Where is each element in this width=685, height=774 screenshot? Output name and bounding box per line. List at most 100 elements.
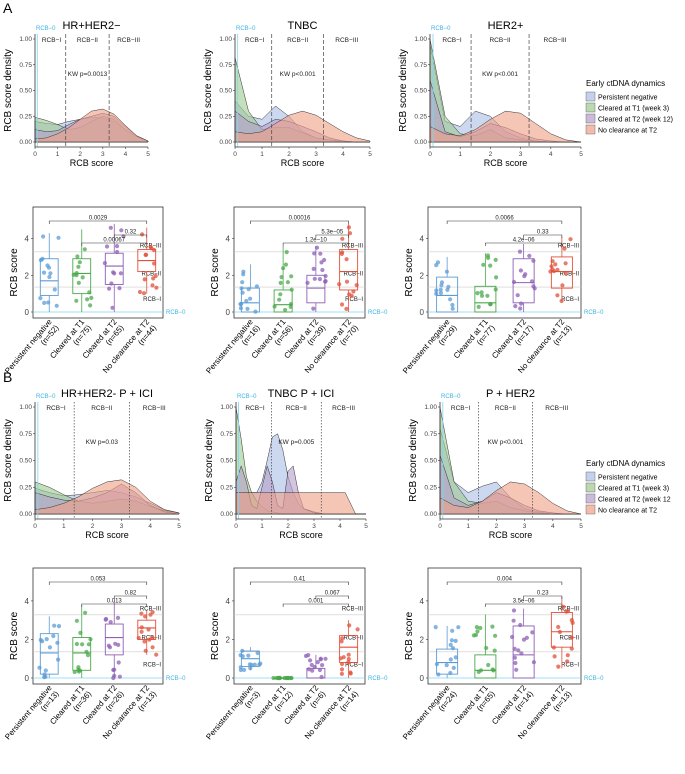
data-point [312, 665, 317, 670]
data-point [337, 282, 342, 287]
data-point [148, 612, 153, 617]
kw-pvalue: KW p<0.001 [487, 439, 523, 446]
data-point [317, 277, 322, 282]
data-point [116, 642, 121, 648]
data-point [346, 660, 351, 665]
data-point [446, 284, 451, 289]
y-tick-label: 0.25 [19, 113, 32, 120]
category-label-line: Persistent negative [204, 317, 255, 375]
data-point [111, 270, 116, 275]
data-point [346, 225, 351, 230]
comparison-bracket [113, 234, 148, 238]
comparison-bracket [48, 220, 148, 224]
x-tick-label: 4 [549, 151, 553, 158]
data-point [80, 642, 85, 647]
data-point [281, 266, 286, 271]
data-point [524, 635, 530, 640]
data-point [139, 611, 144, 616]
data-point [244, 298, 249, 304]
data-point [240, 290, 245, 295]
data-point [248, 666, 253, 671]
box [436, 648, 459, 675]
y-tick-label: 1.00 [19, 36, 32, 43]
box [39, 633, 59, 675]
comparison-bracket [250, 220, 349, 224]
legend-swatch [585, 113, 596, 124]
rcb-region-label: RCB−I [451, 405, 471, 412]
data-point [559, 298, 564, 304]
density-chart-6: P + HER2 RCB−0 RCB−I RCB−II RCB−III KW p<0.00… [408, 388, 583, 540]
x-tick-label: 3 [523, 523, 527, 530]
x-tick-label: 3 [120, 523, 124, 530]
rcb1-label: RCB−I [345, 662, 363, 668]
y-tick-label: 0.75 [19, 62, 32, 69]
x-tick-label: 5 [364, 523, 368, 530]
y-axis-title: RCB score density [203, 49, 214, 132]
y-tick-label: 0 [226, 308, 231, 317]
data-point [38, 296, 43, 301]
x-tick-label: 4 [338, 523, 342, 530]
rcb1-label: RCB−I [345, 297, 363, 303]
plot-frame [427, 206, 582, 319]
data-point [78, 630, 83, 636]
data-point [309, 662, 314, 668]
data-point [253, 309, 258, 314]
y-axis-title: RCB score [9, 248, 20, 297]
data-point [555, 267, 560, 272]
data-point [560, 283, 565, 288]
comparison-bracket [315, 234, 349, 238]
data-point [140, 232, 145, 237]
data-point [88, 303, 93, 308]
data-point [451, 665, 456, 671]
data-point [77, 668, 83, 673]
x-tick-label: 3 [314, 151, 318, 158]
data-point [448, 670, 453, 676]
y-tick-label: 0.50 [220, 458, 233, 465]
data-point [490, 667, 495, 672]
panel-label-a: A [3, 0, 13, 16]
panel-label-b: B [3, 369, 12, 385]
data-point [271, 675, 276, 681]
comparison-pvalue: 5.3e−05 [321, 230, 344, 236]
data-point [52, 287, 57, 292]
data-point [444, 663, 449, 668]
rcb-region-label: RCB−II [495, 405, 516, 412]
y-tick-label: 0.50 [424, 458, 437, 465]
data-point [239, 286, 244, 291]
data-point [137, 289, 143, 295]
data-point [517, 249, 523, 254]
data-point [272, 304, 277, 309]
data-point [88, 637, 93, 642]
data-point [561, 604, 566, 610]
data-point [44, 637, 49, 642]
rcb2-label: RCB−II [343, 271, 363, 277]
y-tick-label: 0.50 [219, 88, 232, 95]
y-tick-label: 0.25 [414, 113, 427, 120]
rcb-region-label: RCB−II [287, 37, 308, 44]
data-point [248, 296, 253, 301]
data-point [56, 235, 61, 240]
data-point [484, 645, 489, 651]
data-point [104, 244, 110, 249]
comparison-bracket [523, 595, 563, 599]
y-tick-label: 0 [226, 674, 231, 683]
data-point [142, 639, 147, 644]
rcb2-label: RCB−II [343, 635, 363, 641]
legend-label: Persistent negative [598, 95, 658, 102]
data-point [76, 280, 81, 285]
data-point [438, 290, 443, 296]
data-point [150, 645, 155, 650]
data-point [444, 269, 449, 274]
data-point [565, 659, 570, 664]
rcb1-label: RCB−I [561, 662, 579, 668]
y-tick-label: 0.25 [424, 484, 437, 491]
x-tick-label: 0 [234, 523, 238, 530]
data-point [557, 629, 563, 635]
chart-title: HR+HER2− [62, 20, 120, 32]
y-axis-title: RCB score [210, 611, 221, 660]
data-point [565, 653, 570, 658]
data-point [448, 657, 453, 662]
rcb-region-label: RCB−I [46, 405, 66, 412]
y-tick-label: 0.25 [220, 484, 233, 491]
y-tick-label: 0.00 [220, 511, 233, 518]
